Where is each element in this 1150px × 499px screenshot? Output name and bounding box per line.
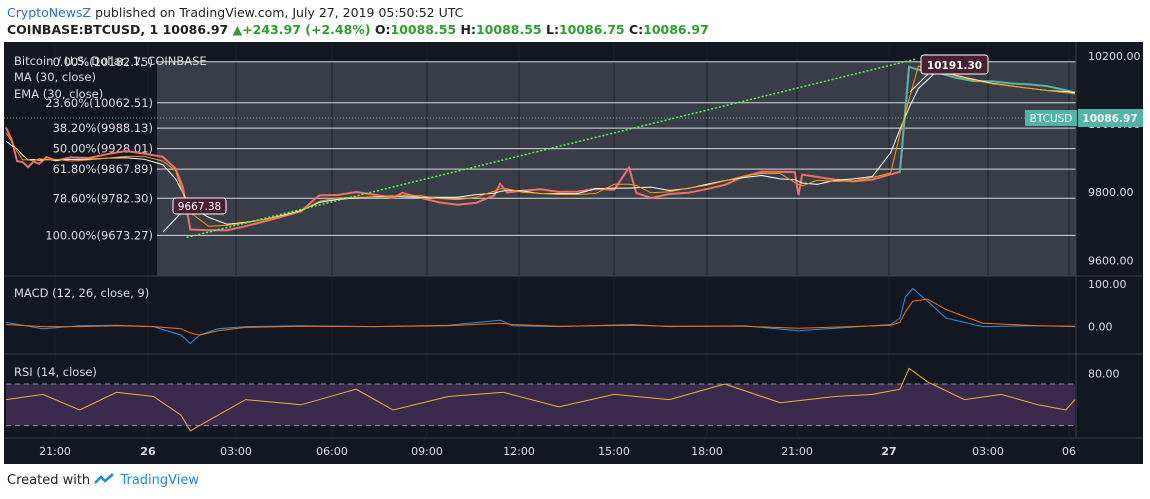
published-text: published on TradingView.com, July 27, 2…	[91, 5, 464, 20]
macd-tick-label: 0.00	[1088, 321, 1113, 334]
rsi-title: RSI (14, close)	[14, 365, 97, 379]
last-price-symbol: BTCUSD	[1030, 113, 1073, 125]
time-tick-label: 03:00	[220, 445, 252, 458]
rsi-tick-label: 80.00	[1088, 368, 1120, 381]
ma-label: MA (30, close)	[14, 70, 96, 84]
time-tick-label: 21:00	[781, 445, 813, 458]
created-with-text: Created with	[7, 473, 91, 488]
price-tick-label: 9600.00	[1088, 254, 1134, 267]
trend-line	[186, 58, 917, 239]
price-series	[5, 66, 911, 232]
fib-label: 61.80%(9867.89)	[53, 162, 153, 176]
macd-tick-label: 100.00	[1088, 278, 1127, 291]
price-tick-label: 10200.00	[1088, 50, 1141, 63]
rsi-band-fill	[6, 384, 1075, 426]
fib-label: 38.20%(9988.13)	[53, 121, 153, 135]
symbol: COINBASE:BTCUSD, 1	[7, 22, 159, 37]
time-tick-label: 26	[140, 445, 156, 458]
time-tick-label: 06:00	[316, 445, 348, 458]
ohlc-line: COINBASE:BTCUSD, 1 10086.97 ▲+243.97 (+2…	[7, 22, 709, 37]
open-value: 10088.55	[390, 22, 457, 37]
time-tick-label: 09:00	[411, 445, 443, 458]
time-tick-label: 27	[881, 445, 896, 458]
price-axis-ticks: 10200.0010000.009800.009600.00100.000.00…	[1088, 50, 1141, 381]
time-axis-ticks: 21:00 26 03:00 06:00 09:00 12:00 15:00 18:00 21:…	[39, 445, 1076, 458]
tradingview-logo-icon	[94, 473, 115, 484]
fib-label: 23.60%(10062.51)	[45, 96, 153, 110]
rsi-band	[6, 383, 1075, 427]
time-tick-label: 06	[1062, 445, 1076, 458]
last-price-value: 10086.97	[1082, 113, 1137, 125]
high-annotation: 10191.30	[909, 54, 989, 93]
ma-series	[5, 70, 1076, 225]
time-tick-label: 12:00	[503, 445, 535, 458]
vertical-grid	[54, 44, 1070, 436]
publish-line: CryptoNewsZ published on TradingView.com…	[7, 5, 463, 20]
fib-label: 0.00%(10182.75)	[53, 55, 153, 69]
change: +243.97 (+2.48%)	[242, 22, 371, 37]
last-price: 10086.97	[162, 22, 229, 37]
time-tick-label: 15:00	[598, 445, 630, 458]
high-value: 10088.55	[475, 22, 542, 37]
ema-label: EMA (30, close)	[14, 87, 103, 101]
high-label: H:	[460, 22, 476, 37]
macd-series	[5, 287, 1076, 345]
macd-title: MACD (12, 26, close, 9)	[14, 286, 149, 300]
close-value: 10086.97	[643, 22, 709, 37]
macd-signal-series	[5, 298, 1076, 336]
open-label: O:	[374, 22, 391, 37]
low-value: 10086.75	[558, 22, 625, 37]
low-annotation-label: 9667.38	[178, 201, 221, 213]
close-label: C:	[628, 22, 644, 37]
last-price-tag: BTCUSD 10086.97	[1025, 109, 1143, 127]
time-tick-label: 21:00	[39, 445, 71, 458]
time-tick-label: 03:00	[972, 445, 1004, 458]
high-annotation-label: 10191.30	[927, 60, 982, 72]
time-tick-label: 18:00	[691, 445, 723, 458]
price-tick-label: 9800.00	[1088, 186, 1134, 199]
rsi-series	[5, 367, 1076, 432]
fib-label: 78.60%(9782.30)	[53, 191, 153, 205]
ema-series	[5, 65, 1076, 227]
low-annotation: 9667.38	[162, 197, 227, 233]
fib-label: 100.00%(9673.27)	[45, 228, 153, 242]
footer: Created with TradingView	[7, 473, 199, 488]
low-label: L:	[545, 22, 559, 37]
chart-title: Bitcoin / U.S. Dollar, 1, COINBASE	[14, 54, 207, 68]
up-arrow-icon: ▲	[232, 22, 243, 37]
tradingview-link[interactable]: TradingView	[120, 473, 199, 488]
publisher-link[interactable]: CryptoNewsZ	[7, 5, 92, 20]
